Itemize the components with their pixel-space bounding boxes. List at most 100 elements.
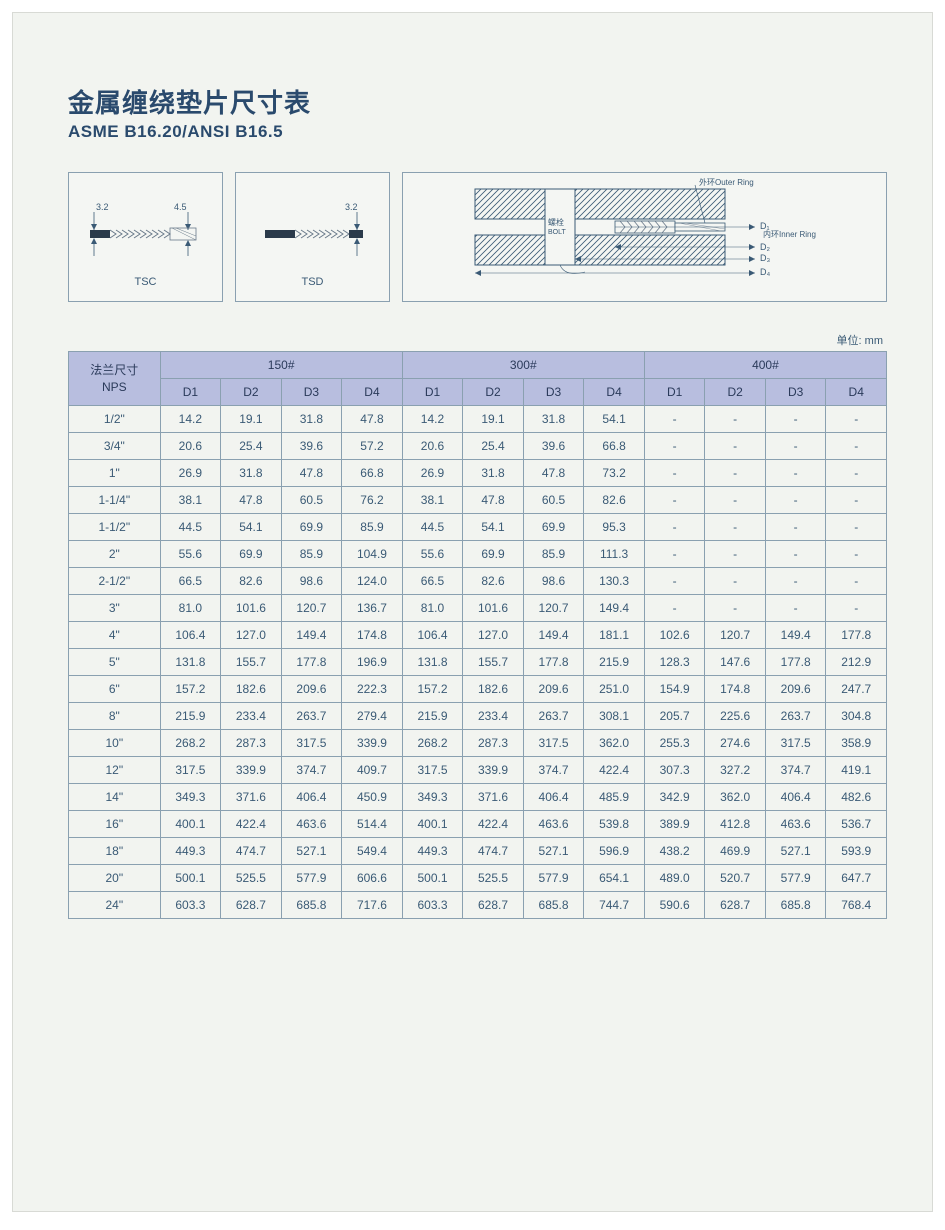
data-cell: 20.6 [160,433,221,460]
data-cell: - [644,487,705,514]
outer-ring-label: 外环Outer Ring [699,177,754,187]
tsd-svg: 3.2 [243,186,383,266]
data-cell: 485.9 [584,784,645,811]
data-cell: 101.6 [221,595,282,622]
data-cell: 215.9 [584,649,645,676]
tsd-dim: 3.2 [345,202,358,212]
data-cell: - [765,514,826,541]
class-header-400: 400# [644,352,886,379]
data-cell: 317.5 [523,730,584,757]
data-cell: 149.4 [765,622,826,649]
sub-header-row: D1 D2 D3 D4 D1 D2 D3 D4 D1 D2 D3 D4 [69,379,887,406]
table-row: 1"26.931.847.866.826.931.847.873.2---- [69,460,887,487]
data-cell: 39.6 [523,433,584,460]
bolt-label-en: BOLT [548,229,566,236]
data-cell: 500.1 [402,865,463,892]
data-cell: - [705,433,766,460]
data-cell: - [644,595,705,622]
nps-cell: 12" [69,757,161,784]
data-cell: 628.7 [463,892,524,919]
data-cell: 717.6 [342,892,403,919]
nps-cell: 3/4" [69,433,161,460]
data-cell: 463.6 [765,811,826,838]
sub-d3-300: D3 [523,379,584,406]
nps-cell: 1-1/4" [69,487,161,514]
data-cell: 307.3 [644,757,705,784]
table-header: 法兰尺寸 NPS 150# 300# 400# D1 D2 D3 D4 D1 D… [69,352,887,406]
data-cell: 406.4 [523,784,584,811]
table-row: 3/4"20.625.439.657.220.625.439.666.8---- [69,433,887,460]
data-cell: 60.5 [523,487,584,514]
data-cell: 25.4 [463,433,524,460]
data-cell: 422.4 [584,757,645,784]
data-cell: 76.2 [342,487,403,514]
data-cell: 205.7 [644,703,705,730]
nps-header-cn: 法兰尺寸 [90,363,138,377]
data-cell: 47.8 [523,460,584,487]
data-cell: 66.5 [402,568,463,595]
data-cell: 131.8 [402,649,463,676]
data-cell: - [765,460,826,487]
data-cell: 419.1 [826,757,887,784]
data-cell: 82.6 [221,568,282,595]
data-cell: 127.0 [221,622,282,649]
data-cell: 358.9 [826,730,887,757]
data-cell: 389.9 [644,811,705,838]
data-cell: 449.3 [402,838,463,865]
tsc-dim-left: 3.2 [96,202,109,212]
data-cell: 342.9 [644,784,705,811]
data-cell: 549.4 [342,838,403,865]
data-cell: 412.8 [705,811,766,838]
data-cell: 438.2 [644,838,705,865]
sub-d4-150: D4 [342,379,403,406]
diagram-cross-section: 螺栓 BOLT 外环Outer Ring 内环Inner Ring D₁ [402,172,887,302]
data-cell: 66.5 [160,568,221,595]
nps-cell: 10" [69,730,161,757]
data-cell: 349.3 [402,784,463,811]
data-cell: 409.7 [342,757,403,784]
data-cell: - [826,568,887,595]
data-cell: 85.9 [281,541,342,568]
data-cell: - [705,595,766,622]
data-cell: 54.1 [584,406,645,433]
nps-cell: 24" [69,892,161,919]
data-cell: 374.7 [765,757,826,784]
dimension-table: 法兰尺寸 NPS 150# 300# 400# D1 D2 D3 D4 D1 D… [68,351,887,919]
data-cell: 182.6 [463,676,524,703]
data-cell: 647.7 [826,865,887,892]
table-body: 1/2"14.219.131.847.814.219.131.854.1----… [69,406,887,919]
sub-d2-150: D2 [221,379,282,406]
data-cell: - [765,595,826,622]
data-cell: 106.4 [160,622,221,649]
data-cell: 102.6 [644,622,705,649]
sub-d1-300: D1 [402,379,463,406]
nps-cell: 18" [69,838,161,865]
data-cell: 98.6 [523,568,584,595]
title-chinese: 金属缠绕垫片尺寸表 [68,83,887,120]
data-cell: - [644,406,705,433]
nps-cell: 5" [69,649,161,676]
data-cell: 54.1 [463,514,524,541]
data-cell: 317.5 [765,730,826,757]
data-cell: 55.6 [402,541,463,568]
data-cell: 106.4 [402,622,463,649]
sub-d1-400: D1 [644,379,705,406]
table-row: 2"55.669.985.9104.955.669.985.9111.3---- [69,541,887,568]
data-cell: 215.9 [160,703,221,730]
data-cell: 31.8 [281,406,342,433]
data-cell: 209.6 [765,676,826,703]
sub-d3-400: D3 [765,379,826,406]
nps-cell: 1-1/2" [69,514,161,541]
data-cell: - [826,487,887,514]
data-cell: 69.9 [221,541,282,568]
data-cell: 525.5 [221,865,282,892]
class-header-150: 150# [160,352,402,379]
data-cell: 339.9 [342,730,403,757]
nps-cell: 6" [69,676,161,703]
data-cell: 177.8 [765,649,826,676]
data-cell: - [705,541,766,568]
unit-label: 单位: mm [68,332,887,348]
data-cell: 603.3 [160,892,221,919]
data-cell: 520.7 [705,865,766,892]
data-cell: 66.8 [584,433,645,460]
